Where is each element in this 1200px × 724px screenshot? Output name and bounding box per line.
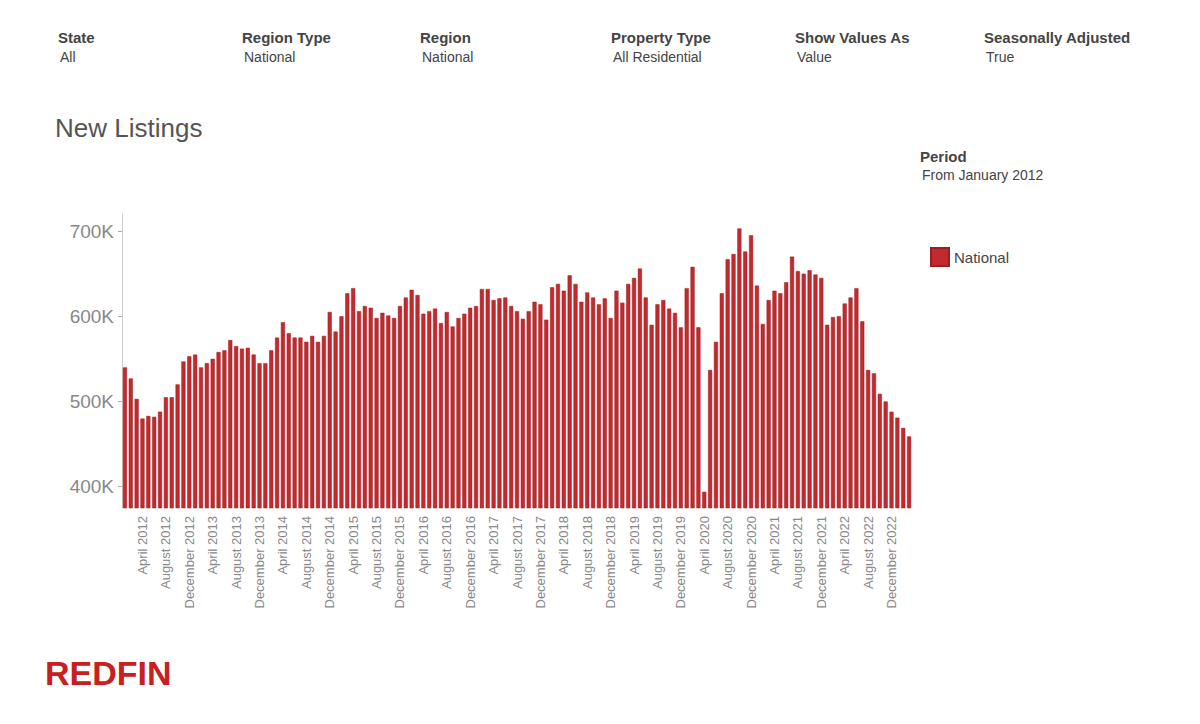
svg-text:Period: Period bbox=[920, 148, 967, 165]
svg-text:December 2022: December 2022 bbox=[884, 516, 899, 609]
svg-text:National: National bbox=[244, 49, 295, 65]
svg-text:April 2017: April 2017 bbox=[486, 516, 501, 575]
svg-text:April 2013: April 2013 bbox=[205, 516, 220, 575]
svg-text:August 2014: August 2014 bbox=[299, 516, 314, 589]
svg-text:August 2022: August 2022 bbox=[861, 516, 876, 589]
svg-text:December 2019: December 2019 bbox=[673, 516, 688, 609]
svg-text:April 2015: April 2015 bbox=[346, 516, 361, 575]
svg-text:August 2020: August 2020 bbox=[720, 516, 735, 589]
svg-text:August 2013: August 2013 bbox=[229, 516, 244, 589]
svg-text:State: State bbox=[58, 29, 95, 46]
svg-text:August 2016: August 2016 bbox=[439, 516, 454, 589]
svg-text:April 2016: April 2016 bbox=[416, 516, 431, 575]
svg-text:400K: 400K bbox=[70, 476, 115, 497]
svg-text:Region: Region bbox=[420, 29, 471, 46]
svg-text:All Residential: All Residential bbox=[613, 49, 702, 65]
svg-text:August 2017: August 2017 bbox=[510, 516, 525, 589]
svg-text:April 2020: April 2020 bbox=[697, 516, 712, 575]
svg-text:From January 2012: From January 2012 bbox=[922, 167, 1044, 183]
svg-text:National: National bbox=[954, 249, 1009, 266]
svg-text:REDFIN: REDFIN bbox=[45, 654, 172, 692]
svg-text:National: National bbox=[422, 49, 473, 65]
svg-text:December 2018: December 2018 bbox=[603, 516, 618, 609]
svg-text:December 2014: December 2014 bbox=[322, 516, 337, 609]
svg-text:April 2018: April 2018 bbox=[556, 516, 571, 575]
svg-text:All: All bbox=[60, 49, 76, 65]
svg-text:August 2012: August 2012 bbox=[158, 516, 173, 589]
svg-text:500K: 500K bbox=[70, 391, 115, 412]
svg-text:New Listings: New Listings bbox=[55, 113, 202, 143]
svg-text:April 2022: April 2022 bbox=[837, 516, 852, 575]
svg-text:December 2020: December 2020 bbox=[744, 516, 759, 609]
svg-text:August 2019: August 2019 bbox=[650, 516, 665, 589]
svg-text:Show Values As: Show Values As bbox=[795, 29, 910, 46]
svg-text:True: True bbox=[986, 49, 1014, 65]
svg-text:December 2021: December 2021 bbox=[814, 516, 829, 609]
svg-text:Property Type: Property Type bbox=[611, 29, 711, 46]
svg-text:Value: Value bbox=[797, 49, 832, 65]
svg-text:December 2013: December 2013 bbox=[252, 516, 267, 609]
svg-text:600K: 600K bbox=[70, 306, 115, 327]
svg-text:Region Type: Region Type bbox=[242, 29, 331, 46]
svg-text:700K: 700K bbox=[70, 221, 115, 242]
svg-text:April 2019: April 2019 bbox=[627, 516, 642, 575]
svg-text:December 2012: December 2012 bbox=[182, 516, 197, 609]
svg-text:December 2016: December 2016 bbox=[463, 516, 478, 609]
svg-text:April 2012: April 2012 bbox=[135, 516, 150, 575]
svg-text:August 2015: August 2015 bbox=[369, 516, 384, 589]
svg-text:August 2018: August 2018 bbox=[580, 516, 595, 589]
svg-text:December 2015: December 2015 bbox=[392, 516, 407, 609]
svg-text:December 2017: December 2017 bbox=[533, 516, 548, 609]
svg-text:August 2021: August 2021 bbox=[790, 516, 805, 589]
svg-text:April 2014: April 2014 bbox=[275, 516, 290, 575]
svg-text:April 2021: April 2021 bbox=[767, 516, 782, 575]
svg-text:Seasonally Adjusted: Seasonally Adjusted bbox=[984, 29, 1130, 46]
